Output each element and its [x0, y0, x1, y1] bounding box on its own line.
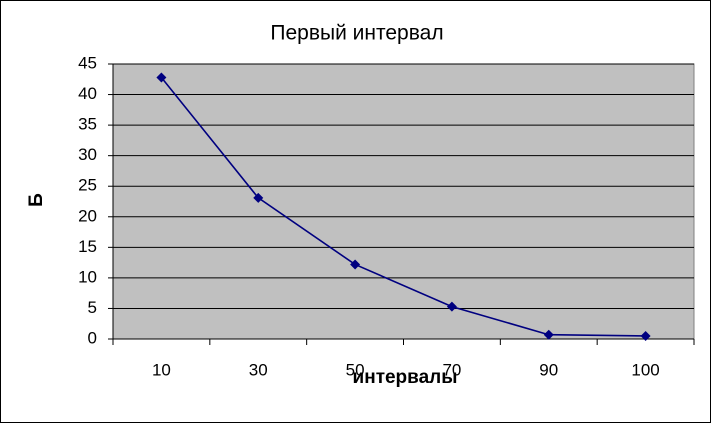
y-tick-label: 40	[78, 84, 97, 103]
x-tick-label: 70	[442, 360, 461, 379]
y-tick-label: 0	[88, 328, 97, 347]
y-tick-label: 15	[78, 237, 97, 256]
x-tick-label: 90	[539, 360, 558, 379]
x-tick-label: 10	[152, 360, 171, 379]
marker	[156, 72, 167, 83]
y-axis-label: Б	[26, 193, 47, 207]
y-tick-label: 5	[88, 298, 97, 317]
x-tick-label: 30	[249, 360, 268, 379]
chart-title: Первый интервал	[270, 22, 443, 45]
marker	[446, 301, 457, 312]
y-tick-label: 30	[78, 145, 97, 164]
series-line	[160, 76, 646, 337]
y-tick-label: 10	[78, 267, 97, 286]
y-tick-label: 45	[78, 53, 97, 72]
x-tick-label: 100	[631, 360, 659, 379]
y-tick-label: 35	[78, 115, 97, 134]
y-tick-label: 25	[78, 176, 97, 195]
marker	[640, 330, 651, 341]
y-tick-label: 20	[78, 206, 97, 225]
marker	[253, 192, 264, 203]
marker	[350, 259, 361, 270]
plot-area	[112, 63, 695, 340]
x-tick-label: 50	[346, 360, 365, 379]
marker	[543, 329, 554, 340]
x-axis-label: интервалы	[353, 367, 458, 388]
